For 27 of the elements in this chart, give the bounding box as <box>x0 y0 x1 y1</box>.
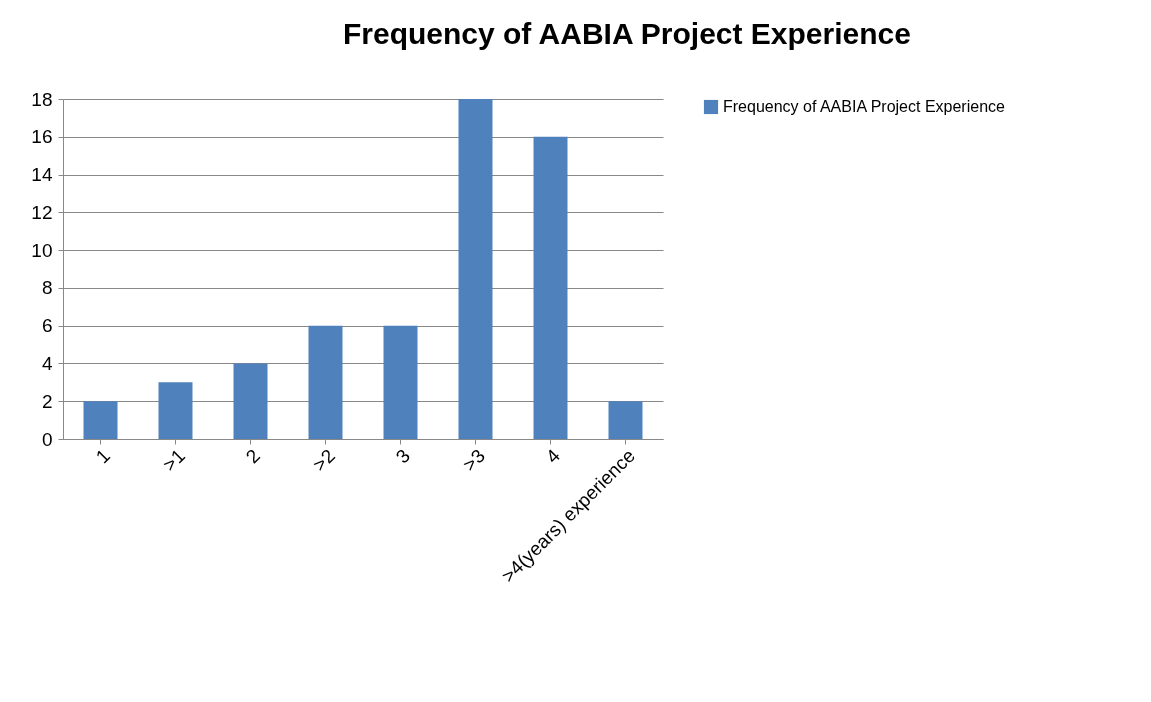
y-tick-label: 16 <box>31 126 53 148</box>
y-tick-label: 18 <box>31 88 53 110</box>
x-tick-label: 2 <box>241 445 264 468</box>
x-tick-label: 1 <box>91 445 114 468</box>
bar <box>83 401 118 439</box>
y-tick-label: 2 <box>41 390 53 412</box>
y-tick-label: 12 <box>31 201 53 223</box>
x-tick-label: >1 <box>158 445 189 476</box>
bar <box>533 136 568 439</box>
bar <box>158 382 193 439</box>
x-tick-label: >3 <box>458 445 489 476</box>
y-tick-label: 4 <box>41 352 53 374</box>
x-tick-label: 3 <box>391 445 414 468</box>
y-tick-label: 14 <box>31 164 53 186</box>
bar <box>233 363 268 439</box>
y-tick-label: 10 <box>31 239 53 261</box>
x-tick-label: >2 <box>308 445 339 476</box>
y-tick-label: 6 <box>41 315 53 337</box>
chart-title: Frequency of AABIA Project Experience <box>343 17 911 50</box>
bar <box>458 99 493 439</box>
y-tick-label: 0 <box>41 428 53 450</box>
bar <box>308 325 343 439</box>
y-tick-label: 8 <box>41 277 53 299</box>
x-tick-label: 4 <box>541 444 565 468</box>
bar <box>608 401 643 439</box>
legend-label: Frequency of AABIA Project Experience <box>723 98 1006 115</box>
bar <box>383 325 418 439</box>
